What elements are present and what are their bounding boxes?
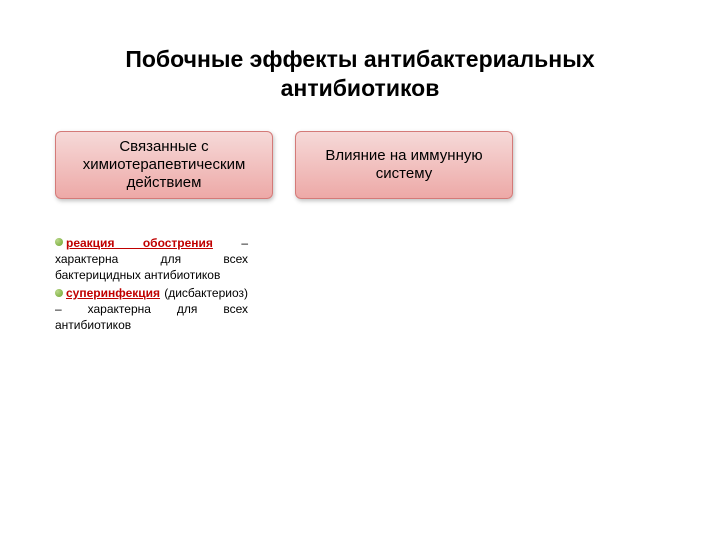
detail-item: реакция обострения – характерна для всех… bbox=[55, 235, 248, 284]
details-block: реакция обострения – характерна для всех… bbox=[0, 235, 248, 334]
bullet-icon bbox=[55, 289, 63, 297]
category-box-label: Связанные с химиотерапевтическим действи… bbox=[62, 138, 266, 192]
bullet-icon bbox=[55, 238, 63, 246]
category-box-immune: Влияние на иммунную систему bbox=[295, 131, 513, 199]
detail-term: реакция обострения bbox=[66, 236, 213, 250]
detail-item: суперинфекция (дисбактериоз) – характерн… bbox=[55, 285, 248, 334]
category-boxes-row: Связанные с химиотерапевтическим действи… bbox=[0, 113, 720, 199]
category-box-chemotherapeutic: Связанные с химиотерапевтическим действи… bbox=[55, 131, 273, 199]
detail-term: суперинфекция bbox=[66, 286, 160, 300]
page-title: Побочные эффекты антибактериальных антиб… bbox=[0, 0, 720, 113]
category-box-label: Влияние на иммунную систему bbox=[302, 147, 506, 183]
